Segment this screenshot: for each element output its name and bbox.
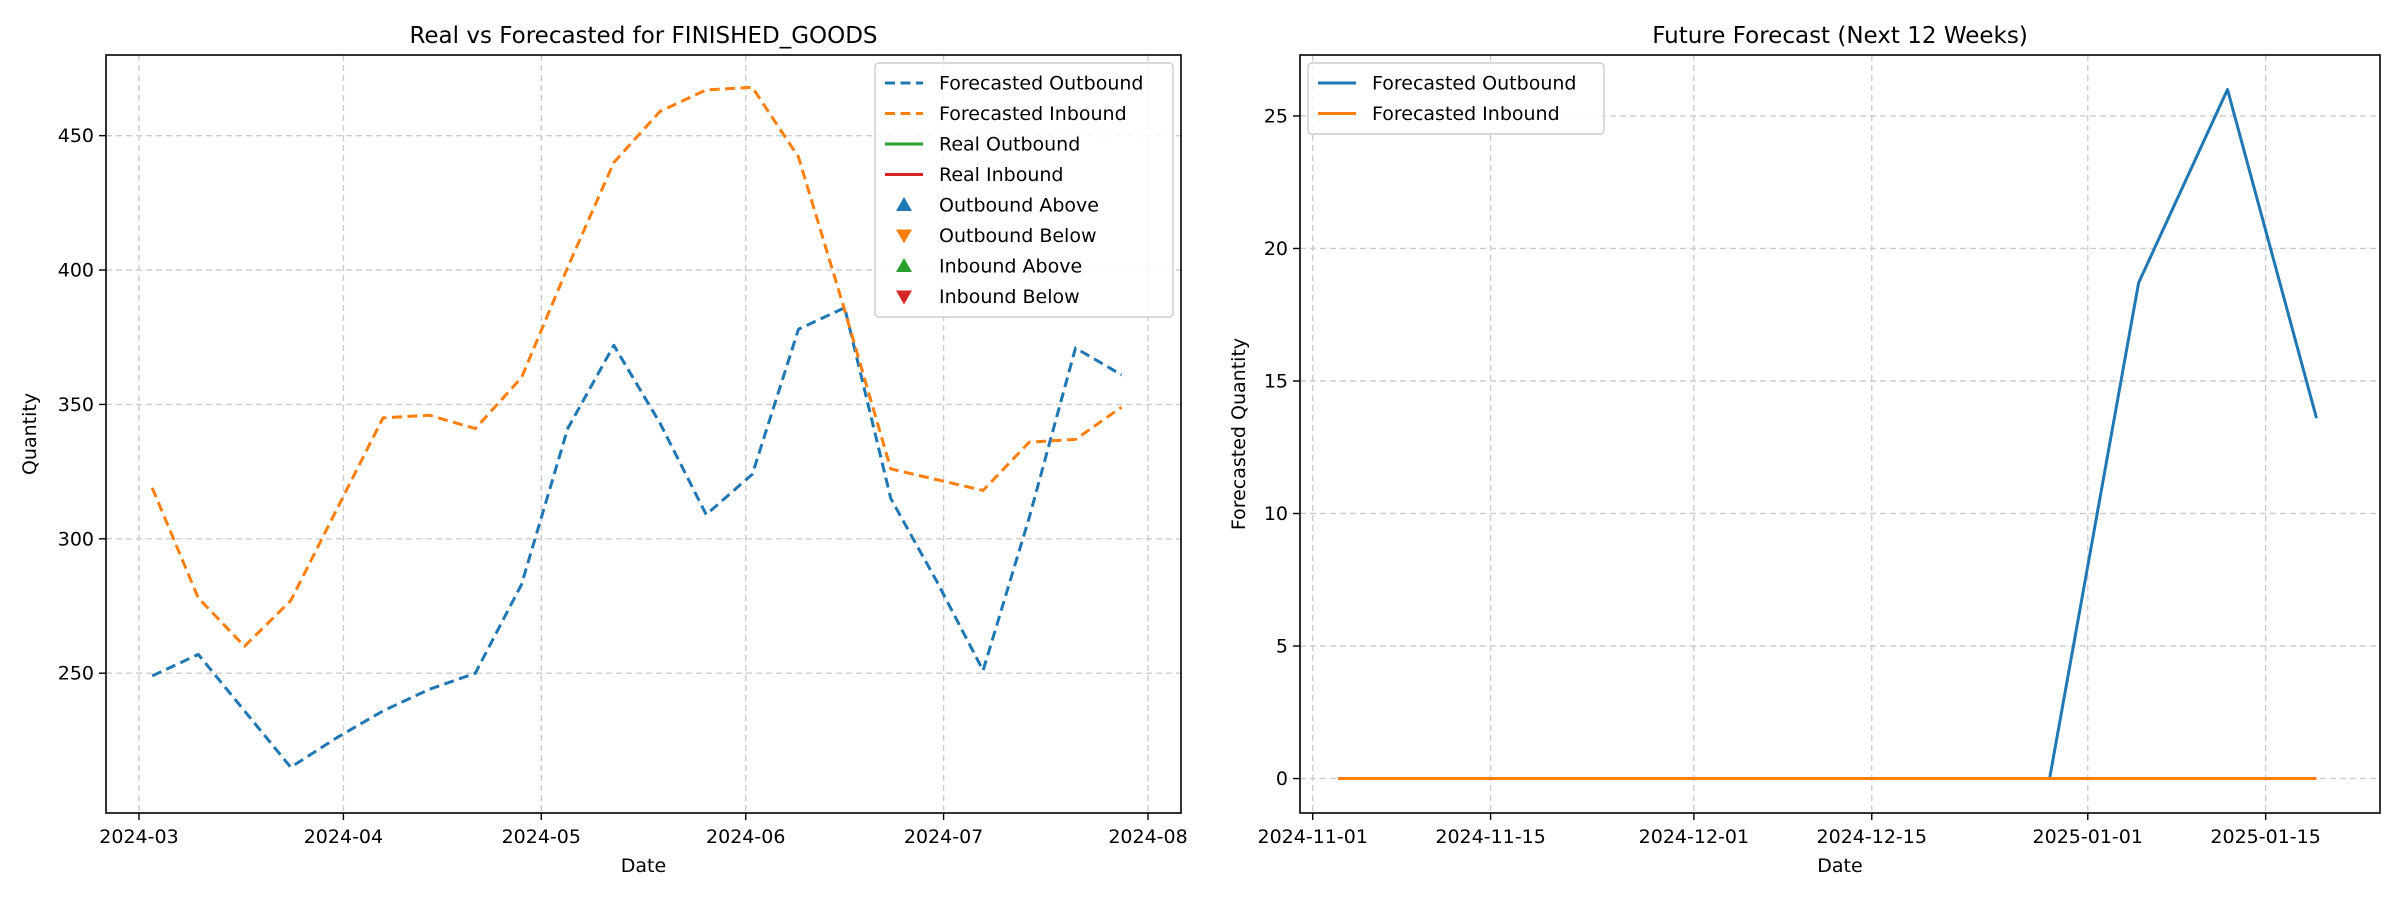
x-axis-label: Date <box>1817 855 1862 877</box>
plot-frame <box>105 54 1182 814</box>
x-tick-label: 2024-12-15 <box>1817 826 1927 848</box>
legend-box <box>874 62 1174 318</box>
y-tick-label: 300 <box>58 528 94 550</box>
x-tick-label: 2024-08 <box>1108 826 1187 848</box>
x-tick-label: 2024-07 <box>904 826 983 848</box>
legend-label: Outbound Above <box>939 195 1099 217</box>
x-tick-label: 2024-05 <box>502 826 581 848</box>
y-axis-label: Forecasted Quantity <box>1228 338 1250 530</box>
y-tick-label: 25 <box>1264 105 1288 127</box>
chart-title: Real vs Forecasted for FINISHED_GOODS <box>409 23 877 49</box>
series-line-0 <box>151 306 1123 769</box>
x-tick-label: 2025-01-01 <box>2033 826 2143 848</box>
y-tick-label: 450 <box>58 125 94 147</box>
x-tick-label: 2024-11-01 <box>1257 826 1367 848</box>
series-line-1 <box>150 85 1123 648</box>
x-tick-label: 2024-04 <box>304 826 383 848</box>
x-tick-label: 2024-11-15 <box>1435 826 1545 848</box>
plot-frame <box>1299 54 2381 814</box>
y-tick-label: 20 <box>1264 238 1288 260</box>
y-tick-label: 10 <box>1264 503 1288 525</box>
legend-swatch-marker <box>896 197 912 211</box>
legend-swatch-marker <box>896 229 912 244</box>
legend-label: Forecasted Inbound <box>1372 103 1560 125</box>
x-tick-label: 2024-03 <box>99 826 178 848</box>
x-tick-label: 2025-01-15 <box>2210 826 2320 848</box>
y-tick-label: 5 <box>1276 636 1288 658</box>
legend-swatch-marker <box>896 290 912 305</box>
chart-title: Future Forecast (Next 12 Weeks) <box>1652 23 2028 49</box>
y-tick-label: 250 <box>58 663 94 685</box>
legend-label: Inbound Below <box>939 286 1080 308</box>
legend-label: Inbound Above <box>939 256 1082 278</box>
y-tick-label: 400 <box>58 260 94 282</box>
x-axis-label: Date <box>621 855 666 877</box>
x-tick-label: 2024-12-01 <box>1639 826 1749 848</box>
chart-panel-left: 2024-03 2024-04 2024-05 2024-06 2024-07 2024-… <box>19 23 1188 877</box>
legend-label: Outbound Below <box>939 225 1096 247</box>
legend-label: Forecasted Outbound <box>1372 73 1576 95</box>
legend-label: Real Inbound <box>939 164 1063 186</box>
y-tick-label: 0 <box>1276 768 1288 790</box>
chart-panel-right: 2024-11-01 2024-11-15 2024-12-01 2024-12-15… <box>1228 23 2381 877</box>
y-axis-label: Quantity <box>19 393 41 475</box>
legend: Forecasted Outbound Forecasted Inbound Rea… <box>874 62 1174 318</box>
y-tick-label: 15 <box>1264 370 1288 392</box>
legend: Forecasted Outbound Forecasted Inbound <box>1307 62 1605 135</box>
legend-label: Real Outbound <box>939 134 1080 156</box>
legend-label: Forecasted Outbound <box>939 73 1143 95</box>
legend-box <box>1307 62 1605 135</box>
legend-label: Forecasted Inbound <box>939 103 1127 125</box>
legend-swatch-marker <box>896 258 912 272</box>
y-tick-label: 350 <box>58 394 94 416</box>
x-tick-label: 2024-06 <box>706 826 785 848</box>
